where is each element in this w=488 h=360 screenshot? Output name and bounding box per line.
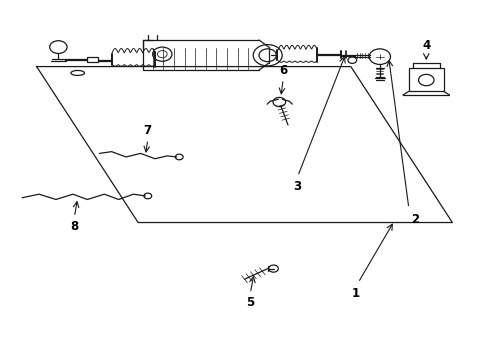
Bar [408, 68, 443, 91]
Text: 8: 8 [70, 220, 78, 233]
Text: 7: 7 [143, 124, 152, 137]
Text: 3: 3 [293, 180, 301, 193]
Text: 4: 4 [421, 39, 429, 52]
Text: 1: 1 [351, 287, 359, 300]
Text: 5: 5 [245, 296, 254, 309]
Text: 2: 2 [410, 213, 419, 226]
Bar [87, 57, 98, 62]
Text: 6: 6 [279, 63, 287, 77]
